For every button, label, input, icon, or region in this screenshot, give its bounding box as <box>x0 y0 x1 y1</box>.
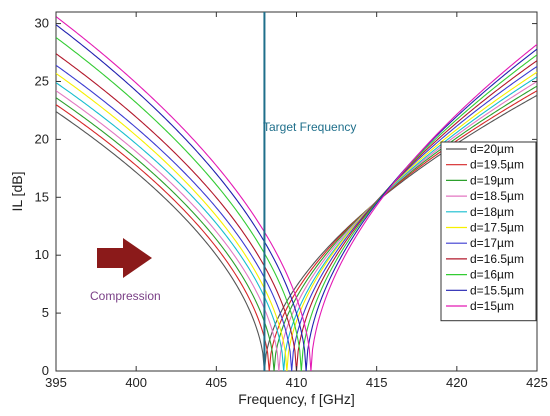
legend-entry: d=15.5µm <box>470 283 524 297</box>
legend-entry: d=18µm <box>470 205 514 219</box>
series-line-8 <box>56 37 537 371</box>
x-tick-label: 420 <box>446 375 468 390</box>
y-tick-label: 20 <box>35 131 49 146</box>
y-tick-label: 30 <box>35 16 49 31</box>
series-line-10 <box>56 16 537 371</box>
x-tick-label: 400 <box>125 375 147 390</box>
x-tick-label: 405 <box>205 375 227 390</box>
series-line-7 <box>56 53 537 371</box>
x-tick-label: 425 <box>526 375 548 390</box>
legend-entry: d=16.5µm <box>470 252 524 266</box>
series-line-9 <box>56 24 537 371</box>
y-axis-label: IL [dB] <box>9 172 25 212</box>
series-line-5 <box>56 71 537 371</box>
legend-entry: d=17.5µm <box>470 221 524 235</box>
series-line-3 <box>56 81 537 371</box>
y-tick-label: 10 <box>35 247 49 262</box>
legend-entry: d=18.5µm <box>470 189 524 203</box>
axis-ticks: 395 400 405 410 415 420 425 0 5 10 15 20 25 30 <box>35 12 548 390</box>
x-tick-label: 415 <box>366 375 388 390</box>
compression-arrow-icon <box>97 238 152 278</box>
y-tick-label: 15 <box>35 189 49 204</box>
legend-entry: d=17µm <box>470 236 514 250</box>
series-line-1 <box>56 90 537 371</box>
legend-entry: d=19.5µm <box>470 158 524 172</box>
legend-entry: d=15µm <box>470 299 514 313</box>
series-line-6 <box>56 64 537 371</box>
target-frequency-label: Target Frequency <box>263 120 356 134</box>
y-tick-label: 5 <box>42 305 49 320</box>
y-tick-label: 0 <box>42 363 49 378</box>
y-tick-label: 25 <box>35 73 49 88</box>
legend-box <box>440 141 537 322</box>
legend-entry: d=16µm <box>470 268 514 282</box>
compression-label: Compression <box>90 289 161 303</box>
legend-entry: d=20µm <box>470 142 514 156</box>
x-tick-label: 395 <box>45 375 67 390</box>
x-axis-label: Frequency, f [GHz] <box>238 391 354 407</box>
legend-entry: d=19µm <box>470 173 514 187</box>
x-tick-label: 410 <box>286 375 308 390</box>
